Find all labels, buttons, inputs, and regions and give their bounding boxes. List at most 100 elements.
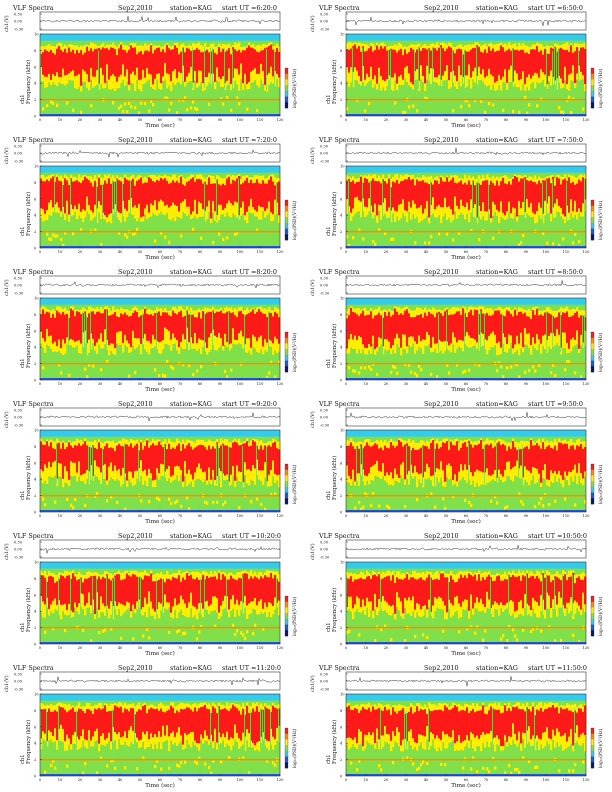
spectrogram-cell	[212, 706, 215, 742]
spectrogram-cell	[222, 183, 225, 210]
spectrogram-cell	[140, 499, 143, 503]
spectrogram-cell	[392, 707, 395, 732]
spectrogram-cell	[492, 103, 495, 107]
spectrogram-xtick-label: 90	[524, 250, 529, 254]
chart-station: station=KAG	[476, 664, 518, 672]
spectrogram-cell	[242, 182, 245, 202]
spectrogram-cell	[356, 446, 359, 474]
spectrogram-cell	[386, 504, 389, 508]
spectrogram-cell	[380, 183, 383, 206]
spectrogram-xtick-label: 30	[98, 118, 103, 122]
spectrogram-cell	[572, 769, 575, 773]
spectrogram-cell	[208, 445, 211, 468]
spectrogram-xtick-label: 80	[198, 250, 203, 254]
spectrogram-cell	[476, 445, 479, 470]
spectrogram-xtick-label: 10	[58, 118, 63, 122]
spectrogram-xtick-label: 100	[543, 382, 551, 386]
spectrogram-cell	[434, 317, 437, 344]
spectrogram-cell	[242, 314, 245, 337]
spectrogram-cell	[200, 577, 201, 619]
spectrogram-cell	[520, 311, 523, 333]
spectrogram-cell	[464, 369, 467, 373]
spectrogram-cell	[132, 48, 135, 72]
spectrogram-xtick-label: 70	[178, 646, 183, 650]
spectrogram-cell	[70, 575, 71, 617]
spectrogram-cell	[524, 52, 527, 85]
spectrogram-cell	[216, 579, 219, 599]
spectrogram-cell	[422, 633, 425, 637]
spectrogram-cell	[122, 314, 125, 343]
spectrogram-cell	[544, 577, 547, 610]
spectrogram-cell	[574, 312, 577, 340]
spectrogram-cell	[566, 49, 569, 85]
spectrogram-cell	[394, 447, 397, 469]
spectrogram-cell	[582, 107, 585, 111]
spectrogram-xtick-label: 120	[583, 250, 591, 254]
waveform-ytick-label: -0.30	[14, 160, 24, 164]
spectrogram-image	[345, 693, 587, 777]
spectrogram-cell	[370, 578, 373, 602]
spectrogram-cell	[370, 180, 373, 206]
chart-start-time: start UT =11:20:0	[222, 664, 281, 672]
waveform-ytick-label: 0.00	[14, 284, 23, 288]
spectrogram-cell	[490, 706, 493, 731]
spectrogram-cell	[354, 448, 357, 482]
spectrogram-cell	[516, 576, 519, 611]
spectrogram-cell	[352, 581, 355, 609]
spectrogram-cell	[354, 312, 357, 336]
spectrogram-cell	[126, 179, 129, 211]
spectrogram-cell	[90, 48, 93, 68]
spectrogram-cell	[102, 708, 105, 734]
spectrogram-cell	[226, 95, 229, 100]
spectrogram-cell	[394, 365, 397, 370]
spectrogram-cell	[86, 178, 89, 197]
spectrogram-cell	[264, 706, 267, 739]
spectrogram-cell	[126, 52, 129, 70]
spectrogram-cell	[508, 181, 511, 202]
spectrogram-cell	[212, 183, 215, 201]
spectrogram-narrowband-line	[346, 494, 586, 497]
spectrogram-cell	[106, 574, 109, 606]
spectrogram-cell	[54, 181, 57, 205]
spectrogram-cell	[382, 578, 385, 596]
spectrogram-cell	[434, 709, 437, 739]
spectrogram-cell	[418, 710, 421, 735]
spectrogram-panel-4: VLF Spectra Sep2,2010 station=KAG start UT …	[309, 136, 604, 261]
spectrogram-cell	[582, 315, 585, 343]
spectrogram-cell	[78, 579, 81, 604]
spectrogram-cell	[138, 577, 139, 619]
spectrogram-cell	[418, 364, 421, 369]
spectrogram-xtick-label: 60	[158, 514, 163, 518]
spectrogram-cell	[46, 708, 47, 750]
colorbar-frame	[284, 595, 289, 637]
spectrogram-cell	[122, 579, 125, 605]
spectrogram-cell	[494, 446, 497, 470]
spectrogram-cell	[78, 181, 81, 204]
spectrogram-cell	[142, 449, 145, 472]
spectrogram-cell	[44, 181, 47, 214]
spectrogram-ytick-label: 10	[340, 297, 345, 301]
spectrogram-cell	[574, 232, 577, 237]
spectrogram-cell	[434, 48, 437, 78]
spectrogram-cell	[572, 315, 575, 338]
spectrogram-cell	[420, 368, 423, 372]
spectrogram-cell	[112, 578, 115, 607]
spectrogram-cell	[42, 709, 45, 732]
spectrogram-cell	[444, 705, 447, 735]
spectrogram-cell	[266, 576, 269, 607]
spectrogram-band-high	[346, 298, 586, 305]
spectrogram-cell	[154, 312, 157, 340]
spectrogram-cell	[564, 313, 567, 333]
spectrogram-ytick-label: 6	[34, 65, 37, 69]
spectrogram-cell	[234, 632, 237, 637]
spectrogram-cell	[454, 182, 457, 197]
spectrogram-cell	[270, 712, 273, 729]
spectrogram-cell	[360, 366, 363, 370]
spectrogram-ytick-label: 8	[340, 181, 343, 185]
spectrogram-cell	[152, 181, 155, 206]
spectrogram-cell	[362, 182, 365, 199]
colorbar-segment	[285, 337, 288, 344]
colorbar-segment	[591, 601, 594, 608]
spectrogram-cell	[432, 579, 435, 606]
spectrogram-cell	[426, 315, 429, 332]
